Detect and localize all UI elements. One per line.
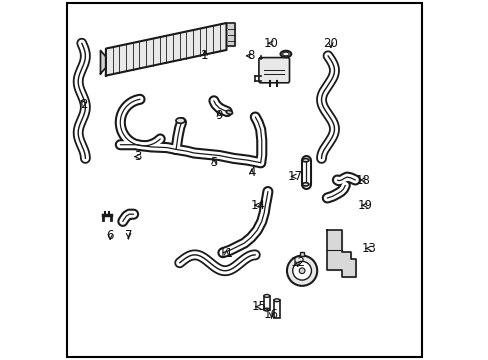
Text: 5: 5 [210, 156, 217, 169]
Text: 16: 16 [264, 309, 279, 321]
Ellipse shape [226, 111, 232, 114]
FancyBboxPatch shape [258, 58, 289, 83]
Text: 14: 14 [250, 199, 265, 212]
Ellipse shape [302, 158, 308, 162]
Text: 7: 7 [124, 229, 132, 242]
Ellipse shape [264, 308, 269, 311]
Text: 8: 8 [246, 49, 254, 62]
Text: 17: 17 [287, 170, 302, 183]
Bar [273, 300, 279, 318]
Bar [300, 252, 303, 256]
Ellipse shape [280, 51, 291, 57]
Text: 3: 3 [134, 150, 142, 163]
Bar [264, 296, 269, 310]
Circle shape [286, 256, 317, 286]
Text: 11: 11 [219, 247, 234, 260]
Text: 13: 13 [361, 242, 375, 255]
Ellipse shape [176, 118, 184, 123]
Text: 20: 20 [323, 37, 338, 50]
Polygon shape [106, 23, 226, 76]
Text: 9: 9 [215, 109, 223, 122]
Ellipse shape [302, 183, 308, 186]
Text: 12: 12 [290, 256, 305, 269]
Polygon shape [326, 230, 355, 277]
Circle shape [292, 261, 311, 280]
Text: 19: 19 [357, 199, 372, 212]
Circle shape [299, 268, 305, 274]
Ellipse shape [273, 299, 279, 302]
Text: 1: 1 [201, 49, 208, 62]
Text: 15: 15 [251, 300, 266, 313]
Text: 4: 4 [247, 166, 255, 179]
Polygon shape [101, 50, 106, 74]
Ellipse shape [264, 294, 269, 297]
Text: 2: 2 [81, 98, 88, 111]
Ellipse shape [282, 52, 288, 56]
Text: 10: 10 [264, 37, 278, 50]
Text: 6: 6 [106, 229, 114, 242]
Text: 18: 18 [355, 174, 370, 186]
Polygon shape [228, 23, 235, 46]
